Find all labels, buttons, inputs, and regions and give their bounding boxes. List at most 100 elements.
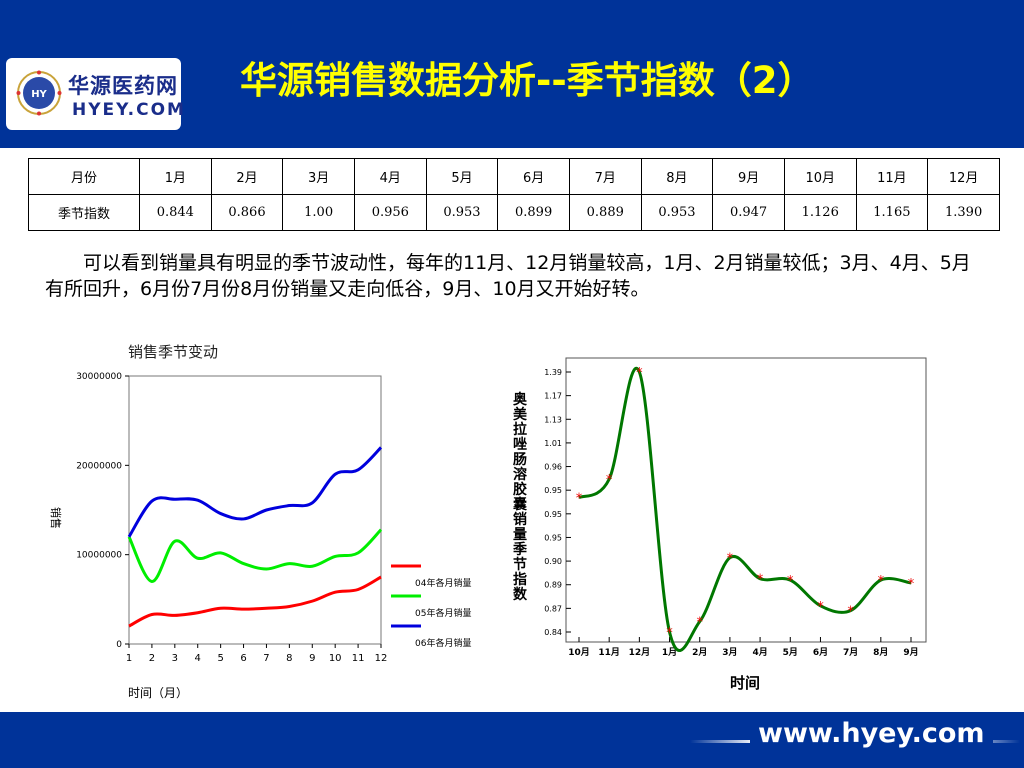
x-tick-label: 8月 (873, 647, 888, 658)
x-tick-label: 2 (149, 653, 155, 664)
x-tick-label: 7 (263, 653, 269, 664)
y-tick-label: 0 (116, 640, 122, 650)
legend-label: 06年各月销量 (415, 637, 471, 649)
x-tick-label: 11 (352, 653, 365, 664)
footer-url-link[interactable]: www.hyey.com (750, 718, 993, 749)
table-row-index: 季节指数 0.844 0.866 1.00 0.956 0.953 0.899 … (28, 194, 1000, 231)
table-cell-month: 9月 (712, 158, 785, 195)
table-cell-month: 11月 (855, 158, 929, 195)
y-tick-label: 0.95 (544, 533, 562, 542)
y-tick-label: 1.17 (544, 392, 562, 401)
x-tick-label: 6 (240, 653, 246, 664)
x-tick-label: 7月 (843, 647, 858, 658)
x-axis-label: 时间 (730, 674, 760, 692)
x-tick-label: 5 (217, 653, 223, 664)
y-tick-label: 30000000 (76, 372, 122, 382)
x-tick-label: 6月 (813, 647, 828, 658)
table-cell-month: 5月 (425, 158, 499, 195)
logo-text-en: HYEY.COM (72, 100, 186, 120)
y-axis-label: 奥美拉唑肠溶胶囊销量季节指数 (512, 391, 528, 603)
x-tick-label: 9 (309, 653, 315, 664)
y-tick-label: 0.84 (544, 628, 562, 637)
data-point-marker: * (666, 626, 673, 641)
x-tick-label: 4月 (752, 647, 767, 658)
table-cell-month: 2月 (210, 158, 284, 195)
data-point-marker: * (576, 492, 583, 507)
table-cell-month: 3月 (282, 158, 355, 195)
x-tick-label: 4 (195, 653, 201, 664)
table-cell-index: 1.00 (282, 194, 355, 231)
description-text: 可以看到销量具有明显的季节波动性，每年的11月、12月销量较高，1月、2月销量较… (45, 252, 971, 300)
data-point-marker: * (757, 573, 764, 588)
x-tick-label: 5月 (783, 647, 798, 658)
table-cell-index: 0.844 (139, 194, 212, 231)
table-row-months: 月份 1月 2月 3月 4月 5月 6月 7月 8月 9月 10月 11月 12… (28, 158, 1000, 195)
data-point-marker: * (817, 600, 824, 615)
series-line (127, 528, 383, 583)
table-cell-index: 0.899 (497, 194, 570, 231)
data-point-marker: * (636, 366, 643, 381)
page-title: 华源销售数据分析--季节指数（2） (240, 59, 815, 102)
logo-emblem-icon: HY (16, 70, 62, 116)
logo[interactable]: HY 华源医药网 HYEY.COM (6, 58, 184, 130)
data-point-marker: * (878, 574, 885, 589)
data-point-marker: * (787, 574, 794, 589)
data-point-marker: * (696, 616, 703, 631)
legend-label: 04年各月销量 (415, 577, 471, 589)
y-tick-label: 1.13 (544, 415, 562, 424)
y-tick-label: 0.89 (544, 581, 562, 590)
y-tick-label: 0.95 (544, 486, 562, 495)
table-header-index: 季节指数 (28, 194, 140, 231)
series-line (128, 575, 382, 628)
y-tick-label: 0.96 (544, 463, 562, 472)
y-tick-label: 1.01 (544, 439, 562, 448)
table-cell-month: 6月 (497, 158, 570, 195)
logo-text-cn: 华源医药网 (68, 74, 178, 98)
table-cell-month: 1月 (139, 158, 212, 195)
plot-area (128, 375, 382, 645)
y-tick-label: 0.90 (544, 557, 562, 566)
table-cell-month: 8月 (640, 158, 714, 195)
data-point-marker: * (908, 577, 915, 592)
data-point-marker: * (727, 552, 734, 567)
x-axis-label: 时间（月） (128, 686, 188, 700)
table-cell-index: 0.947 (712, 194, 785, 231)
data-point-marker: * (606, 473, 613, 488)
y-tick-label: 0.87 (544, 604, 562, 613)
x-tick-label: 10月 (568, 647, 590, 658)
y-tick-label: 20000000 (76, 461, 122, 471)
x-tick-label: 11月 (598, 647, 620, 658)
svg-text:HY: HY (31, 89, 47, 100)
seasonal-index-line-chart: 1.39 1.17 1.13 1.01 0.96 0.95 0.95 0.95 0.90 0.89… (512, 357, 927, 692)
series-line (578, 366, 912, 652)
x-tick-label: 12 (375, 653, 388, 664)
x-tick-label: 8 (286, 653, 292, 664)
y-tick-label: 0.95 (544, 510, 562, 519)
y-tick-label: 1.39 (544, 368, 562, 377)
series-line (127, 446, 383, 538)
x-tick-label: 1月 (662, 647, 677, 658)
x-tick-label: 3月 (722, 647, 737, 658)
x-tick-label: 3 (172, 653, 178, 664)
table-cell-month: 10月 (783, 158, 857, 195)
x-tick-label: 9月 (903, 647, 918, 658)
table-cell-month: 4月 (353, 158, 427, 195)
legend-label: 05年各月销量 (415, 607, 471, 619)
seasonal-index-table: 月份 1月 2月 3月 4月 5月 6月 7月 8月 9月 10月 11月 12… (28, 158, 1000, 231)
chart-title: 销售季节变动 (128, 343, 218, 361)
data-point-marker: * (847, 605, 854, 620)
table-cell-month: 7月 (568, 158, 642, 195)
y-tick-label: 10000000 (76, 551, 122, 561)
table-cell-month: 12月 (927, 158, 1000, 195)
table-header-month: 月份 (28, 158, 140, 195)
table-cell-index: 0.889 (568, 194, 642, 231)
x-tick-label: 12月 (629, 647, 651, 658)
x-tick-label: 10 (329, 653, 342, 664)
table-cell-index: 0.956 (353, 194, 427, 231)
x-tick-label: 1 (126, 653, 132, 664)
table-cell-index: 1.126 (783, 194, 857, 231)
x-tick-label: 2月 (692, 647, 707, 658)
plot-area (565, 357, 927, 643)
table-cell-index: 0.866 (210, 194, 284, 231)
